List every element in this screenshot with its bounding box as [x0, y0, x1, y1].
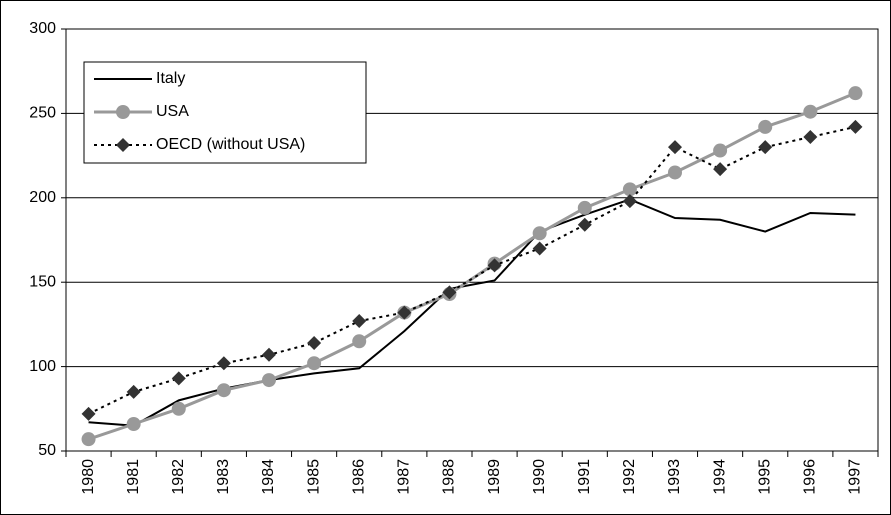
- x-tick-label: 1997: [847, 459, 864, 495]
- data-point: [758, 140, 773, 155]
- x-tick-label: 1990: [531, 459, 548, 495]
- data-point: [713, 143, 728, 158]
- data-point: [352, 314, 367, 329]
- data-point: [216, 383, 231, 398]
- data-point: [848, 86, 863, 101]
- x-tick-label: 1988: [441, 459, 458, 495]
- data-point: [758, 119, 773, 134]
- data-point: [171, 371, 186, 386]
- data-point: [126, 384, 141, 399]
- x-tick-label: 1994: [711, 459, 728, 495]
- data-point: [848, 119, 863, 134]
- x-tick-label: 1981: [125, 459, 142, 495]
- series-line: [88, 198, 856, 427]
- data-point: [532, 241, 547, 256]
- series-line: [88, 125, 856, 415]
- data-point: [668, 140, 682, 155]
- data-point: [397, 305, 412, 320]
- data-point: [307, 356, 322, 371]
- data-point: [713, 162, 728, 177]
- data-point: [577, 200, 592, 215]
- y-tick-label: 250: [29, 105, 56, 122]
- legend-marker: [116, 138, 130, 152]
- data-point: [532, 226, 547, 241]
- data-point: [352, 334, 367, 349]
- data-point: [81, 406, 96, 421]
- data-point: [126, 416, 141, 431]
- data-point: [803, 104, 818, 119]
- x-tick-label: 1992: [621, 459, 638, 495]
- x-tick-label: 1987: [396, 459, 413, 495]
- data-point: [668, 165, 682, 180]
- legend-label: OECD (without USA): [156, 136, 305, 153]
- y-tick-label: 50: [38, 442, 56, 459]
- legend-label: Italy: [156, 70, 185, 87]
- x-tick-label: 1982: [170, 459, 187, 495]
- x-tick-label: 1985: [305, 459, 322, 495]
- x-tick-label: 1983: [215, 459, 232, 495]
- data-point: [216, 356, 231, 371]
- data-point: [307, 335, 322, 350]
- data-point: [171, 401, 186, 416]
- legend-label: USA: [156, 103, 189, 120]
- data-point: [622, 182, 637, 197]
- x-tick-label: 1984: [260, 459, 277, 495]
- y-tick-label: 300: [29, 20, 56, 37]
- data-point: [81, 432, 96, 447]
- data-point: [803, 130, 818, 145]
- data-point: [262, 347, 276, 362]
- y-tick-label: 100: [29, 358, 56, 375]
- series-line: [88, 91, 857, 441]
- x-tick-label: 1995: [756, 459, 773, 495]
- x-tick-label: 1993: [666, 459, 683, 495]
- x-tick-label: 1991: [576, 459, 593, 495]
- data-point: [622, 194, 637, 209]
- x-tick-label: 1989: [486, 459, 503, 495]
- data-point: [487, 258, 502, 273]
- y-tick-label: 150: [29, 273, 56, 290]
- x-tick-label: 1980: [80, 459, 97, 495]
- data-point: [262, 373, 276, 388]
- x-tick-label: 1996: [802, 459, 819, 495]
- data-point: [577, 217, 592, 232]
- legend-marker: [116, 105, 130, 119]
- data-point: [442, 285, 457, 300]
- x-tick-label: 1986: [350, 459, 367, 495]
- y-tick-label: 200: [29, 189, 56, 206]
